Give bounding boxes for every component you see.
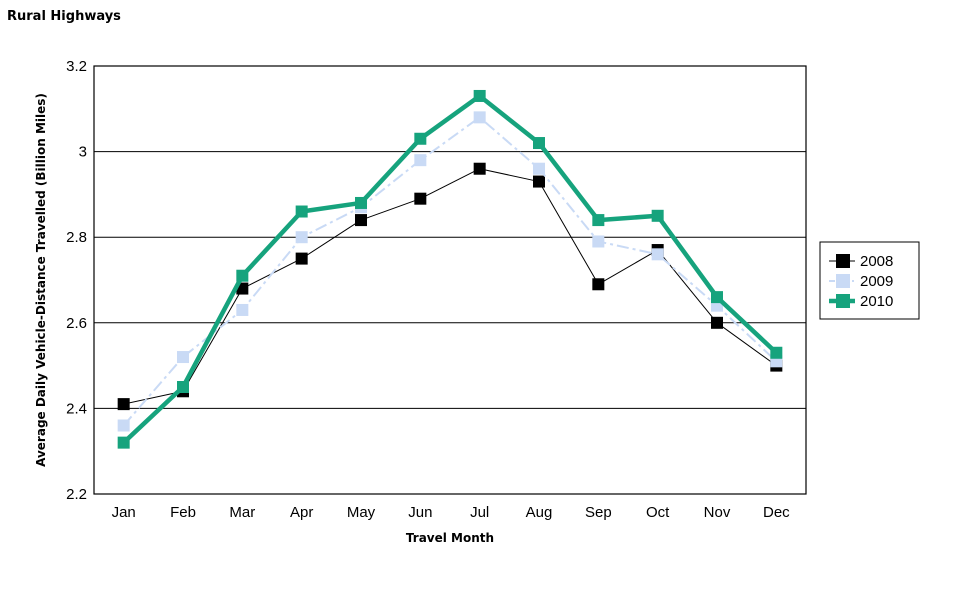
x-tick-labels: Jan Feb Mar Apr May Jun Jul Aug Sep Oct Nov Dec — [112, 504, 791, 521]
data-point-2010 — [651, 209, 664, 222]
x-tick-label: Apr — [290, 504, 313, 521]
y-tick-label: 2.4 — [66, 400, 87, 417]
legend-marker-swatch — [836, 274, 850, 288]
data-point-2010 — [711, 291, 723, 304]
data-point-2009 — [117, 419, 130, 432]
x-tick-label: Feb — [170, 504, 196, 521]
x-tick-label: Nov — [704, 504, 731, 521]
y-axis-title: Average Daily Vehicle-Distance Travelled… — [34, 93, 48, 467]
x-axis-title: Travel Month — [406, 531, 494, 545]
data-point-2010 — [355, 196, 367, 209]
data-point-2010 — [295, 205, 308, 218]
data-point-2010 — [770, 346, 783, 359]
data-point-2010 — [414, 132, 427, 145]
series-2008 — [117, 162, 783, 411]
legend-item-2009[interactable]: 2009 — [829, 273, 893, 290]
data-point-2009 — [473, 111, 486, 124]
gridlines — [94, 65, 806, 495]
y-tick-label: 2.8 — [66, 229, 87, 246]
data-point-2008 — [117, 398, 130, 411]
data-point-2010 — [177, 381, 189, 393]
series-line-2008 — [123, 168, 777, 405]
data-point-2010 — [236, 269, 249, 282]
data-point-2009 — [295, 231, 308, 244]
plot-area-frame — [93, 65, 807, 495]
legend-item-2008[interactable]: 2008 — [829, 253, 893, 270]
data-point-2008 — [295, 252, 308, 265]
data-point-2009 — [592, 235, 605, 248]
legend-label: 2008 — [860, 253, 893, 270]
x-tick-label: May — [347, 504, 376, 521]
series-layer — [117, 89, 783, 449]
x-tick-label: Aug — [526, 504, 553, 521]
legend-label: 2010 — [860, 293, 893, 310]
legend-marker-swatch — [836, 254, 850, 268]
x-tick-label: Jan — [112, 504, 136, 521]
data-point-2008 — [592, 278, 605, 291]
data-point-2008 — [533, 175, 545, 188]
data-point-2009 — [414, 154, 427, 167]
legend-item-2010[interactable]: 2010 — [829, 293, 893, 310]
series-2009 — [117, 111, 783, 432]
x-tick-label: Jun — [408, 504, 432, 521]
data-point-2009 — [236, 303, 249, 316]
legend-marker-swatch — [836, 294, 850, 308]
data-point-2009 — [651, 248, 664, 261]
x-tick-label: Oct — [646, 504, 670, 521]
x-tick-label: Sep — [585, 504, 612, 521]
series-line-2010 — [122, 93, 778, 445]
y-tick-label: 2.2 — [66, 486, 87, 503]
y-tick-label: 3 — [79, 144, 87, 161]
series-2010 — [117, 89, 783, 449]
y-tick-label: 2.6 — [66, 315, 87, 332]
y-tick-labels: 2.2 2.4 2.6 2.8 3 3.2 — [66, 58, 87, 503]
data-point-2008 — [473, 162, 486, 175]
data-point-2008 — [355, 214, 367, 227]
page-title: Rural Highways — [7, 9, 121, 24]
data-point-2009 — [177, 351, 189, 364]
data-point-2009 — [533, 162, 545, 175]
series-line-2009 — [122, 116, 778, 427]
legend-label: 2009 — [860, 273, 893, 290]
x-tick-label: Jul — [470, 504, 489, 521]
x-tick-label: Dec — [763, 504, 790, 521]
x-tick-label: Mar — [229, 504, 255, 521]
y-tick-label: 3.2 — [66, 58, 87, 75]
data-point-2010 — [592, 214, 605, 227]
data-point-2008 — [414, 192, 427, 205]
data-point-2010 — [117, 436, 130, 449]
legend[interactable]: 2008 2009 2010 — [819, 241, 920, 320]
data-point-2010 — [533, 137, 545, 150]
data-point-2008 — [711, 316, 723, 329]
data-point-2010 — [473, 89, 486, 102]
